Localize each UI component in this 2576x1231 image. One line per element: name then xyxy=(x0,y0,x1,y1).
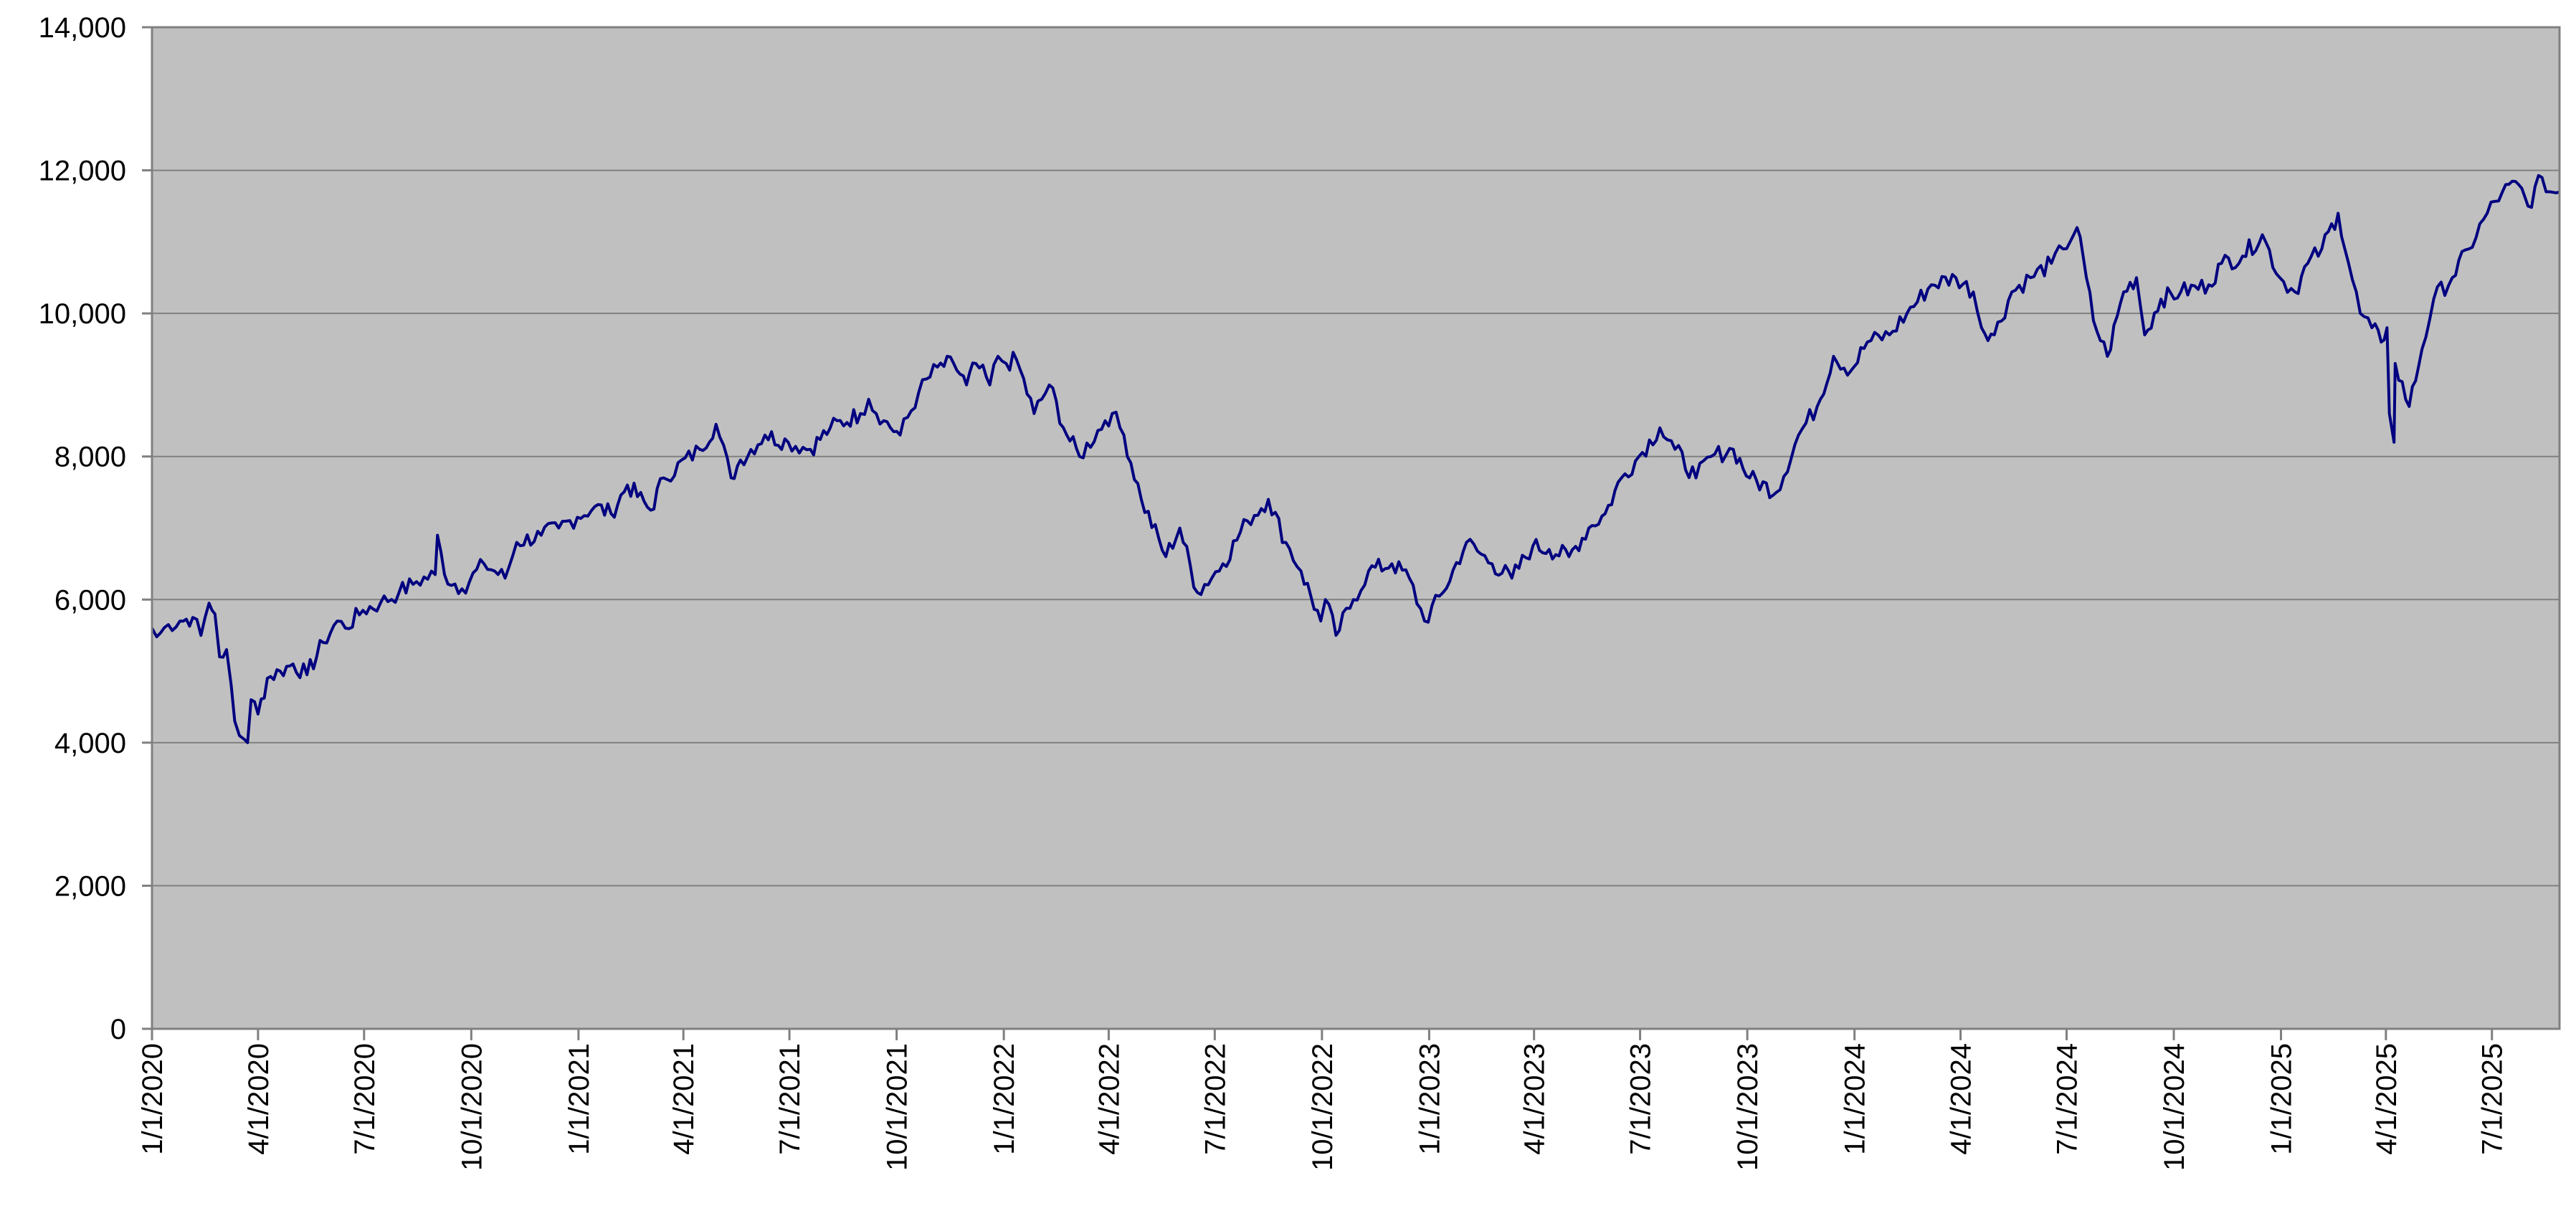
x-tick-label: 1/1/2025 xyxy=(2266,1043,2298,1155)
y-axis-ticks: 0 2,000 4,000 6,000 8,000 10,000 12,000 14,000 xyxy=(39,12,152,1045)
x-tick-label: 1/1/2022 xyxy=(989,1043,1020,1155)
x-tick-label: 4/1/2024 xyxy=(1946,1043,1977,1155)
x-tick-label: 4/1/2023 xyxy=(1519,1043,1551,1155)
y-tick-label: 2,000 xyxy=(54,870,126,902)
x-tick-label: 4/1/2022 xyxy=(1093,1043,1125,1155)
x-tick-label: 10/1/2024 xyxy=(2159,1043,2190,1171)
x-axis-ticks: 1/1/2020 4/1/2020 7/1/2020 10/1/2020 1/1/202… xyxy=(137,1029,2509,1171)
y-tick-label: 0 xyxy=(110,1014,126,1045)
x-tick-label: 1/1/2020 xyxy=(137,1043,168,1155)
x-tick-label: 10/1/2020 xyxy=(456,1043,488,1171)
x-tick-label: 1/1/2024 xyxy=(1840,1043,1871,1155)
series-line xyxy=(151,174,2560,744)
x-tick-label: 10/1/2022 xyxy=(1307,1043,1339,1171)
x-tick-label: 7/1/2021 xyxy=(774,1043,806,1155)
y-tick-label: 4,000 xyxy=(54,728,126,759)
x-tick-label: 1/1/2023 xyxy=(1414,1043,1445,1155)
x-tick-label: 7/1/2024 xyxy=(2051,1043,2083,1155)
x-tick-label: 7/1/2020 xyxy=(349,1043,381,1155)
x-tick-label: 1/1/2021 xyxy=(564,1043,595,1155)
plot-frame xyxy=(151,26,2561,1030)
x-tick-label: 4/1/2020 xyxy=(243,1043,275,1155)
x-tick-label: 7/1/2025 xyxy=(2477,1043,2509,1155)
x-tick-label: 4/1/2025 xyxy=(2371,1043,2402,1155)
x-tick-label: 10/1/2023 xyxy=(1732,1043,1764,1171)
plot-area xyxy=(152,27,2560,1029)
y-tick-label: 12,000 xyxy=(39,156,126,187)
y-tick-label: 6,000 xyxy=(54,584,126,616)
y-tick-label: 10,000 xyxy=(39,298,126,330)
x-tick-label: 4/1/2021 xyxy=(668,1043,700,1155)
y-tick-label: 8,000 xyxy=(54,442,126,473)
x-tick-label: 10/1/2021 xyxy=(882,1043,913,1171)
y-tick-label: 14,000 xyxy=(39,12,126,44)
x-tick-label: 7/1/2022 xyxy=(1199,1043,1231,1155)
x-tick-label: 7/1/2023 xyxy=(1625,1043,1657,1155)
